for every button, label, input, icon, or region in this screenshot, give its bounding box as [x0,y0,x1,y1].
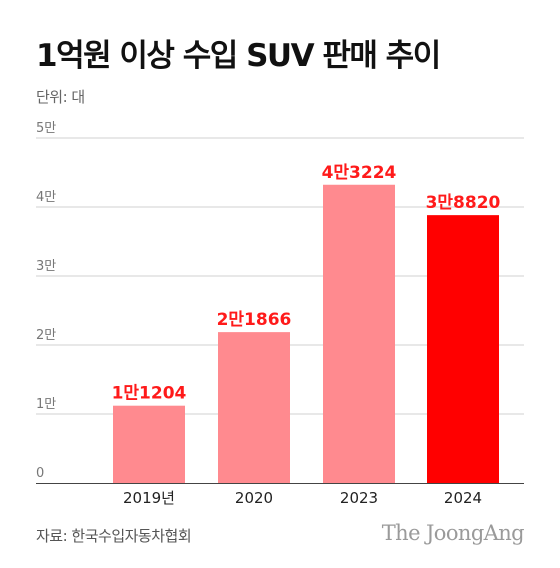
y-tick-label: 5만 [36,121,56,136]
y-tick-label: 4만 [36,190,56,205]
data-label: 3만8820 [426,193,501,213]
brand-logo: The JoongAng [381,521,525,545]
x-tick-label: 2019년 [123,489,175,507]
y-tick-label: 0 [36,466,44,481]
source-note: 자료: 한국수입자동차협회 [36,527,192,545]
data-label: 1만1204 [112,384,187,404]
bar [323,184,395,483]
x-tick-label: 2024 [444,489,482,507]
y-tick-label: 3만 [36,259,56,274]
x-tick-label: 2020 [235,489,273,507]
y-tick-label: 1만 [36,397,56,412]
data-label: 2만1866 [217,310,292,330]
bar [218,332,290,483]
y-tick-label: 2만 [36,328,56,343]
x-tick-label: 2023 [340,489,378,507]
unit-label: 단위: 대 [36,88,85,106]
data-label: 4만3224 [322,163,397,183]
bar [113,405,185,483]
bar [427,215,499,483]
chart-title: 1억원 이상 수입 SUV 판매 추이 [36,38,441,74]
